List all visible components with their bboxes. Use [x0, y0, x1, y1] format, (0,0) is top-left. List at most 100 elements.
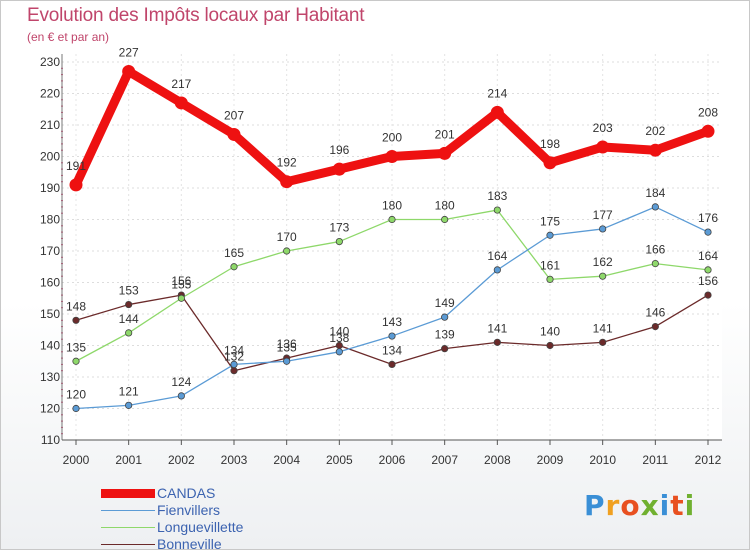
data-label: 217 — [171, 77, 191, 91]
data-label: 140 — [540, 325, 560, 339]
y-tick-label: 150 — [40, 307, 60, 321]
data-label: 214 — [487, 86, 507, 100]
data-point — [122, 64, 136, 78]
data-point — [704, 266, 712, 274]
data-point — [493, 266, 501, 274]
y-tick-label: 130 — [40, 370, 60, 384]
chart-subtitle: (en € et par an) — [27, 30, 110, 44]
data-point — [72, 357, 80, 365]
logo-letter: t — [670, 489, 685, 522]
data-label: 164 — [487, 249, 507, 263]
legend-swatch-longuevillette — [101, 526, 155, 529]
data-point — [704, 228, 712, 236]
data-point — [283, 357, 291, 365]
data-label: 161 — [540, 258, 560, 272]
data-label: 180 — [435, 199, 455, 213]
data-point — [125, 329, 133, 337]
data-point — [441, 345, 449, 353]
data-point — [230, 263, 238, 271]
x-tick-label: 2011 — [642, 453, 668, 467]
data-label: 203 — [593, 121, 613, 135]
data-label: 153 — [119, 284, 139, 298]
data-label: 191 — [66, 159, 86, 173]
data-point — [599, 225, 607, 233]
data-point — [177, 294, 185, 302]
logo-letter: x — [640, 489, 660, 522]
data-label: 146 — [645, 306, 665, 320]
data-point — [704, 291, 712, 299]
y-tick-label: 160 — [40, 276, 60, 290]
data-label: 124 — [171, 375, 191, 389]
data-point — [125, 401, 133, 409]
data-point — [230, 367, 238, 375]
data-point — [335, 348, 343, 356]
logo-letter: o — [620, 489, 641, 522]
data-label: 166 — [645, 243, 665, 257]
data-label: 155 — [171, 277, 191, 291]
data-point — [125, 300, 133, 309]
data-point — [177, 392, 185, 400]
y-tick-label: 180 — [40, 213, 60, 227]
data-label: 176 — [698, 211, 718, 225]
x-tick-label: 2009 — [537, 453, 564, 467]
data-point — [388, 332, 396, 340]
data-label: 162 — [593, 255, 613, 269]
y-tick-label: 190 — [40, 181, 60, 195]
legend-label: Longuevillette — [157, 519, 244, 535]
data-point — [388, 215, 396, 224]
y-tick-label: 170 — [40, 244, 60, 258]
data-label: 177 — [593, 208, 613, 222]
data-point — [227, 127, 241, 141]
data-point — [599, 338, 607, 346]
data-point — [651, 259, 659, 268]
data-point — [546, 231, 554, 239]
data-label: 135 — [277, 340, 297, 354]
data-point — [72, 404, 80, 413]
y-tick-label: 120 — [40, 402, 60, 416]
proxiti-logo: Proxiti — [584, 489, 695, 522]
y-tick-label: 230 — [40, 55, 60, 69]
data-label: 136 — [277, 337, 297, 351]
data-label: 175 — [540, 214, 560, 228]
data-point — [543, 156, 557, 170]
x-tick-label: 2012 — [695, 453, 722, 467]
data-point — [546, 275, 554, 283]
data-label: 202 — [645, 124, 665, 138]
x-tick-label: 2004 — [273, 453, 300, 467]
data-label: 192 — [277, 156, 297, 170]
legend-swatch-bonneville — [101, 543, 155, 546]
x-tick-label: 2008 — [484, 453, 511, 467]
data-label: 121 — [119, 384, 139, 398]
data-label: 140 — [329, 325, 349, 339]
data-point — [230, 360, 238, 368]
data-label: 173 — [329, 221, 349, 235]
plot-area — [62, 54, 722, 440]
data-label: 184 — [645, 186, 665, 200]
y-tick-label: 220 — [40, 87, 60, 101]
y-tick-label: 210 — [40, 118, 60, 132]
data-point — [280, 175, 294, 189]
legend-item: Bonneville — [101, 536, 243, 553]
data-label: 143 — [382, 315, 402, 329]
legend-swatch-fienvillers — [101, 509, 155, 512]
data-point — [388, 360, 396, 368]
data-label: 132 — [224, 350, 244, 364]
data-point — [651, 203, 659, 211]
data-label: 139 — [435, 328, 455, 342]
data-point — [651, 322, 659, 331]
data-point — [441, 215, 449, 224]
logo-letter: i — [659, 489, 671, 522]
legend: CANDAS Fienvillers Longuevillette Bonnev… — [101, 485, 243, 553]
data-label: 227 — [119, 45, 139, 59]
logo-letter: i — [684, 489, 696, 522]
data-label: 144 — [119, 312, 139, 326]
legend-item: Longuevillette — [101, 519, 243, 536]
data-point — [72, 316, 80, 324]
data-point — [493, 338, 501, 346]
data-point — [546, 341, 554, 350]
data-label: 183 — [487, 189, 507, 203]
y-tick-label: 140 — [40, 339, 60, 353]
x-tick-label: 2005 — [326, 453, 353, 467]
data-label: 134 — [382, 343, 402, 357]
